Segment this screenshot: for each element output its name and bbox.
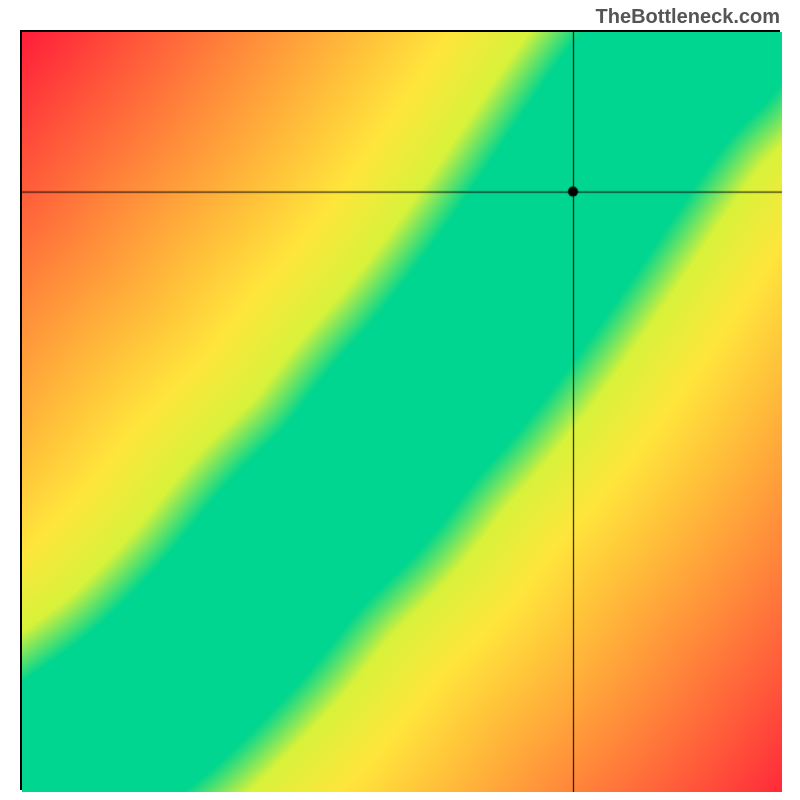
bottleneck-heatmap (20, 30, 780, 790)
watermark-text: TheBottleneck.com (596, 6, 780, 29)
heatmap-canvas (22, 32, 782, 792)
